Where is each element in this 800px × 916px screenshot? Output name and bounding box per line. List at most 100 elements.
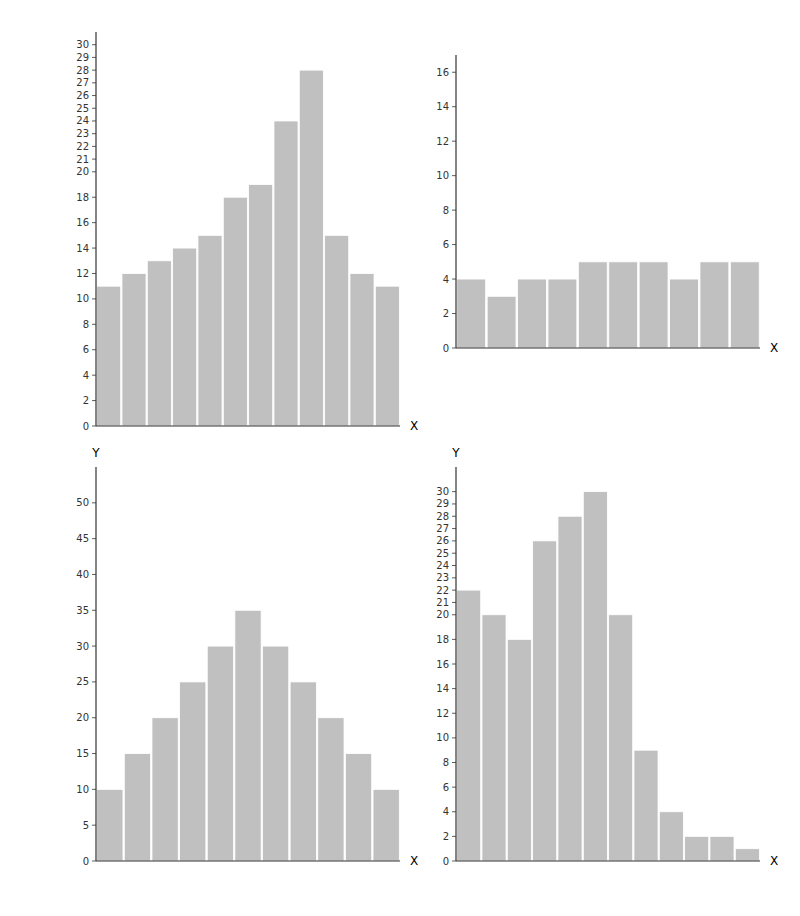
y-tick bbox=[452, 762, 456, 763]
y-tick-label: 30 bbox=[436, 486, 449, 497]
x-axis-line bbox=[456, 347, 760, 348]
y-tick bbox=[92, 426, 96, 427]
y-tick bbox=[92, 502, 96, 503]
y-tick bbox=[452, 713, 456, 714]
bar bbox=[578, 262, 607, 348]
y-tick-label: 16 bbox=[436, 67, 449, 78]
bar bbox=[518, 279, 547, 348]
bar bbox=[548, 279, 577, 348]
bar bbox=[507, 639, 531, 861]
y-tick bbox=[92, 273, 96, 274]
y-tick-label: 45 bbox=[76, 533, 89, 544]
y-tick bbox=[92, 610, 96, 611]
y-tick bbox=[92, 108, 96, 109]
panel: 0246810121416X bbox=[436, 55, 778, 355]
y-tick-label: 8 bbox=[443, 205, 449, 216]
bar bbox=[710, 836, 734, 861]
y-tick bbox=[92, 57, 96, 58]
y-tick bbox=[92, 120, 96, 121]
y-tick-label: 29 bbox=[436, 498, 449, 509]
panel: 0246810121416182021222324252627282930X bbox=[76, 32, 418, 433]
y-tick-label: 18 bbox=[436, 634, 449, 645]
y-tick-label: 12 bbox=[436, 136, 449, 147]
y-axis-line bbox=[95, 467, 96, 861]
y-tick-label: 4 bbox=[443, 806, 449, 817]
y-tick bbox=[452, 175, 456, 176]
bar bbox=[659, 812, 683, 861]
y-tick-label: 4 bbox=[83, 370, 89, 381]
figure: 0246810121416182021222324252627282930X02… bbox=[0, 0, 800, 916]
y-tick-label: 23 bbox=[436, 572, 449, 583]
bar bbox=[249, 185, 273, 426]
bar bbox=[670, 279, 699, 348]
bar bbox=[558, 516, 582, 861]
bar bbox=[274, 121, 298, 426]
y-tick-label: 10 bbox=[436, 732, 449, 743]
bar bbox=[685, 836, 709, 861]
y-tick-label: 22 bbox=[76, 141, 89, 152]
y-tick bbox=[452, 614, 456, 615]
y-tick-label: 21 bbox=[436, 597, 449, 608]
y-tick-label: 35 bbox=[76, 605, 89, 616]
bar bbox=[375, 286, 399, 426]
y-axis-label: Y bbox=[91, 446, 100, 460]
y-tick bbox=[452, 664, 456, 665]
bars bbox=[97, 610, 400, 861]
y-tick-label: 40 bbox=[76, 569, 89, 580]
y-tick bbox=[92, 646, 96, 647]
x-axis-line bbox=[96, 860, 400, 861]
bar bbox=[609, 615, 633, 861]
bar bbox=[583, 492, 607, 861]
y-tick-label: 10 bbox=[76, 784, 89, 795]
y-tick-label: 25 bbox=[76, 103, 89, 114]
y-tick bbox=[92, 825, 96, 826]
bar bbox=[533, 541, 557, 861]
bar bbox=[609, 262, 638, 348]
y-tick bbox=[92, 159, 96, 160]
y-tick bbox=[452, 491, 456, 492]
y-tick-label: 26 bbox=[436, 535, 449, 546]
y-tick-label: 16 bbox=[436, 659, 449, 670]
y-tick-label: 50 bbox=[76, 497, 89, 508]
y-tick-label: 27 bbox=[436, 523, 449, 534]
y-tick-label: 24 bbox=[76, 115, 89, 126]
x-axis-label: X bbox=[770, 341, 778, 355]
x-axis-label: X bbox=[770, 854, 778, 868]
y-tick bbox=[452, 811, 456, 812]
bar bbox=[207, 646, 233, 861]
bar bbox=[147, 261, 171, 426]
bar bbox=[235, 610, 261, 861]
bars bbox=[457, 492, 760, 861]
y-tick-label: 20 bbox=[76, 166, 89, 177]
y-tick-label: 6 bbox=[443, 239, 449, 250]
y-tick-label: 20 bbox=[436, 609, 449, 620]
y-tick bbox=[452, 72, 456, 73]
y-tick-label: 14 bbox=[436, 101, 449, 112]
y-tick-label: 12 bbox=[436, 708, 449, 719]
y-tick-label: 30 bbox=[76, 39, 89, 50]
y-tick bbox=[92, 349, 96, 350]
y-tick-label: 16 bbox=[76, 217, 89, 228]
y-tick-label: 25 bbox=[76, 676, 89, 687]
y-tick bbox=[92, 789, 96, 790]
y-tick bbox=[92, 197, 96, 198]
y-tick bbox=[92, 753, 96, 754]
bar bbox=[457, 279, 486, 348]
y-tick-label: 8 bbox=[83, 319, 89, 330]
bar bbox=[730, 262, 759, 348]
y-tick-label: 2 bbox=[443, 308, 449, 319]
y-tick-label: 4 bbox=[443, 274, 449, 285]
y-tick bbox=[92, 95, 96, 96]
y-tick bbox=[452, 279, 456, 280]
y-tick bbox=[92, 574, 96, 575]
bars bbox=[457, 262, 759, 348]
bar bbox=[180, 682, 206, 861]
y-tick bbox=[92, 324, 96, 325]
y-tick bbox=[452, 836, 456, 837]
y-tick bbox=[92, 681, 96, 682]
y-tick bbox=[92, 538, 96, 539]
y-axis-label: Y bbox=[451, 446, 460, 460]
bar bbox=[350, 273, 374, 426]
bar bbox=[634, 750, 658, 861]
y-tick bbox=[452, 210, 456, 211]
